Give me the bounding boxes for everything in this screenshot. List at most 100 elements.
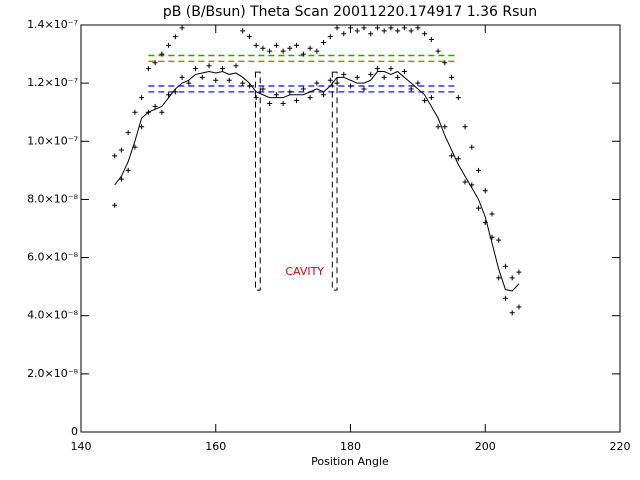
data-point bbox=[496, 237, 502, 243]
data-point bbox=[125, 167, 131, 173]
data-point bbox=[442, 60, 448, 66]
annotation: CAVITY bbox=[285, 265, 324, 278]
x-tick-label: 200 bbox=[475, 440, 496, 453]
data-point bbox=[408, 86, 414, 92]
data-point bbox=[145, 66, 151, 72]
data-point bbox=[139, 95, 145, 101]
data-point bbox=[462, 124, 468, 130]
data-point bbox=[246, 34, 252, 40]
y-tick-label: 1.0×10⁻⁷ bbox=[27, 134, 78, 147]
data-point bbox=[368, 31, 374, 37]
data-point bbox=[374, 25, 380, 31]
data-point bbox=[354, 28, 360, 34]
data-point bbox=[489, 234, 495, 240]
data-point bbox=[267, 100, 273, 106]
data-point bbox=[435, 124, 441, 130]
x-axis-label: Position Angle bbox=[311, 455, 389, 468]
x-tick-label: 160 bbox=[205, 440, 226, 453]
data-point bbox=[469, 144, 475, 150]
data-point bbox=[516, 269, 522, 275]
data-point bbox=[294, 98, 300, 104]
data-point bbox=[132, 144, 138, 150]
y-tick-label: 8.0×10⁻⁸ bbox=[27, 192, 79, 205]
data-point bbox=[348, 25, 353, 31]
y-tick-label: 1.2×10⁻⁷ bbox=[27, 76, 78, 89]
data-point bbox=[395, 28, 401, 34]
data-point bbox=[408, 28, 414, 34]
data-point bbox=[233, 63, 239, 69]
data-point bbox=[455, 95, 461, 101]
data-point bbox=[496, 275, 502, 281]
data-point bbox=[118, 147, 124, 153]
data-point bbox=[502, 263, 508, 269]
data-point bbox=[294, 42, 300, 48]
data-point bbox=[455, 156, 461, 162]
data-point bbox=[179, 25, 185, 31]
data-point bbox=[435, 48, 441, 54]
data-point bbox=[240, 28, 246, 34]
data-point bbox=[388, 25, 394, 31]
data-point bbox=[321, 39, 327, 45]
plot-area bbox=[112, 25, 522, 316]
data-point bbox=[374, 66, 380, 72]
y-tick-label: 0 bbox=[71, 425, 78, 438]
data-point bbox=[159, 109, 165, 115]
data-point bbox=[213, 77, 219, 83]
data-point bbox=[253, 42, 259, 48]
data-point bbox=[166, 42, 172, 48]
data-point bbox=[172, 89, 178, 95]
data-point bbox=[172, 34, 178, 40]
data-point bbox=[273, 42, 279, 48]
data-point bbox=[469, 182, 475, 188]
data-point bbox=[193, 66, 199, 72]
data-point bbox=[287, 45, 293, 51]
data-point bbox=[509, 310, 515, 316]
data-point bbox=[246, 83, 252, 89]
y-tick-label: 2.0×10⁻⁸ bbox=[27, 367, 79, 380]
data-point bbox=[482, 188, 488, 194]
data-point bbox=[125, 130, 131, 136]
data-point bbox=[361, 25, 367, 31]
data-point bbox=[112, 202, 118, 208]
data-point bbox=[226, 77, 232, 83]
data-point bbox=[428, 95, 434, 101]
data-point bbox=[388, 66, 394, 72]
data-point bbox=[449, 153, 455, 159]
data-point bbox=[112, 153, 118, 159]
x-tick-label: 220 bbox=[610, 440, 631, 453]
data-point bbox=[449, 74, 455, 80]
data-point bbox=[381, 74, 387, 80]
data-point bbox=[476, 205, 482, 211]
data-point bbox=[422, 31, 428, 37]
cavity-boundary bbox=[255, 71, 261, 291]
data-point bbox=[442, 124, 448, 130]
data-point bbox=[401, 69, 407, 75]
data-point bbox=[428, 37, 434, 43]
data-point bbox=[381, 28, 387, 34]
data-point bbox=[509, 275, 515, 281]
data-point bbox=[267, 48, 273, 54]
chart-title: pB (B/Bsun) Theta Scan 20011220.174917 1… bbox=[163, 4, 537, 20]
data-point bbox=[307, 95, 313, 101]
data-point bbox=[206, 63, 212, 69]
data-point bbox=[179, 74, 185, 80]
data-point bbox=[152, 103, 158, 109]
data-point bbox=[253, 95, 259, 101]
data-point bbox=[145, 109, 151, 115]
data-point bbox=[422, 98, 428, 104]
data-point bbox=[341, 31, 347, 37]
data-point bbox=[361, 86, 367, 92]
data-point bbox=[502, 295, 508, 301]
data-point bbox=[186, 80, 192, 86]
x-tick-label: 140 bbox=[71, 440, 92, 453]
data-point bbox=[516, 304, 522, 310]
data-point bbox=[314, 80, 320, 86]
data-point bbox=[280, 48, 286, 54]
cavity-boundary bbox=[331, 71, 338, 291]
data-point bbox=[476, 167, 482, 173]
y-tick-label: 6.0×10⁻⁸ bbox=[27, 251, 79, 264]
y-tick-label: 4.0×10⁻⁸ bbox=[27, 309, 79, 322]
